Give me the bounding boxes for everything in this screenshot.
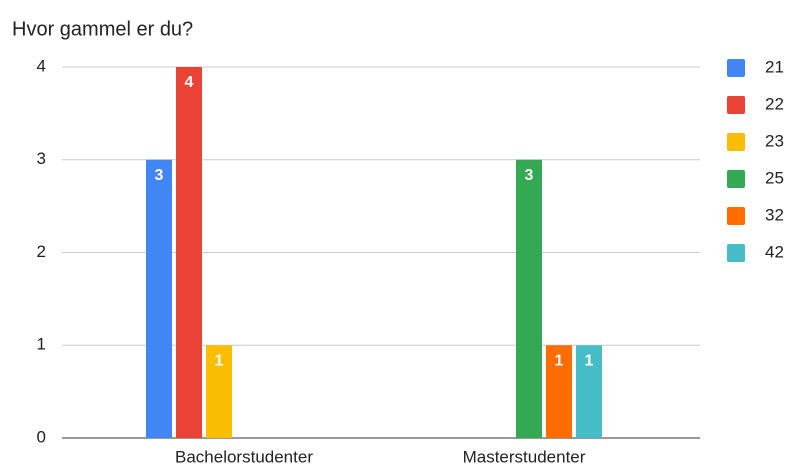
bar <box>576 345 602 438</box>
legend-label: 21 <box>765 57 784 76</box>
legend-label: 23 <box>765 131 784 150</box>
value-label: 4 <box>185 74 194 91</box>
legend-swatch <box>727 133 745 151</box>
legend-label: 42 <box>765 242 784 261</box>
bar <box>206 345 232 438</box>
legend-swatch <box>727 244 745 262</box>
chart-title: Hvor gammel er du? <box>12 18 193 40</box>
bar <box>146 159 172 438</box>
value-label: 1 <box>585 352 594 369</box>
x-tick-label: Bachelorstudenter <box>175 447 313 466</box>
value-label: 3 <box>525 167 534 184</box>
bar <box>176 67 202 438</box>
y-tick-label: 1 <box>37 335 46 354</box>
y-tick-label: 2 <box>37 242 46 261</box>
legend-swatch <box>727 59 745 77</box>
value-label: 1 <box>555 352 564 369</box>
x-tick-label: Masterstudenter <box>463 447 586 466</box>
legend-swatch <box>727 207 745 225</box>
legend-swatch <box>727 170 745 188</box>
legend-label: 25 <box>765 168 784 187</box>
bar <box>546 345 572 438</box>
bar <box>516 159 542 438</box>
y-tick-label: 3 <box>37 149 46 168</box>
value-label: 1 <box>215 352 224 369</box>
value-label: 3 <box>155 167 164 184</box>
legend-label: 32 <box>765 205 784 224</box>
legend-swatch <box>727 96 745 114</box>
y-tick-label: 0 <box>37 427 46 446</box>
legend-label: 22 <box>765 94 784 113</box>
y-tick-label: 4 <box>37 56 46 75</box>
